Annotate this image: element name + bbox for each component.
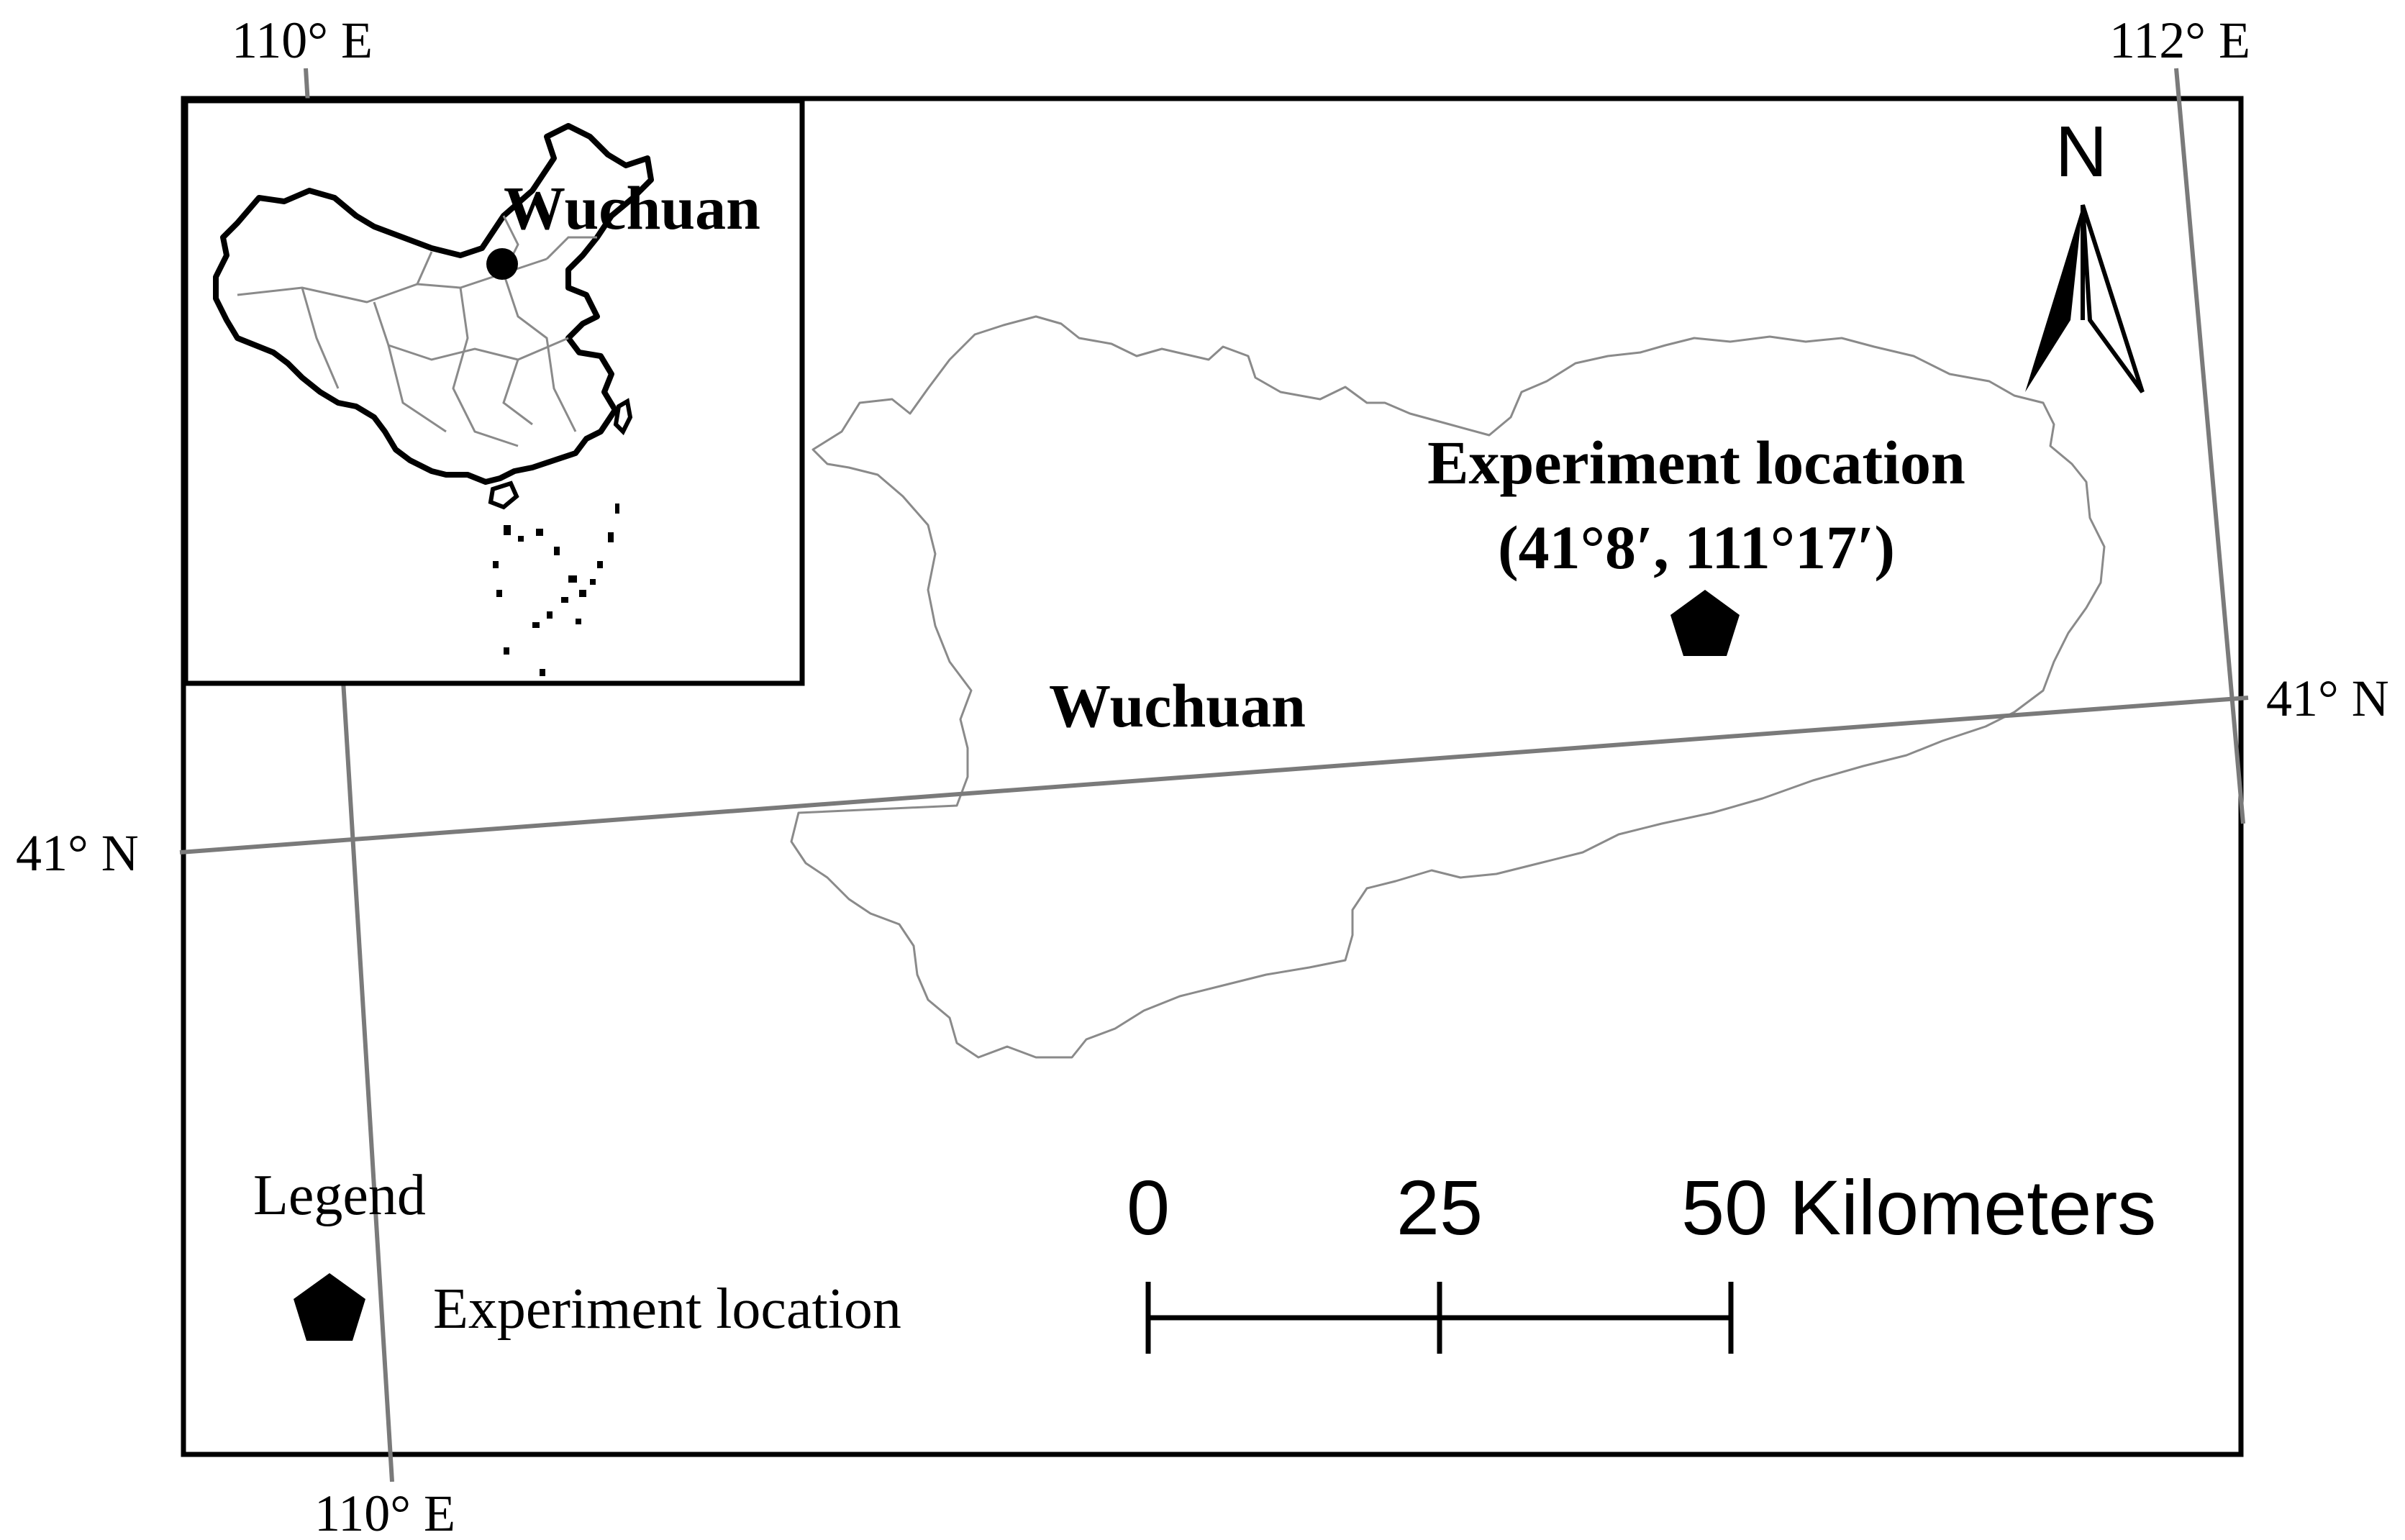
scale-bar: 0 25 50 Kilometers	[1127, 1164, 2156, 1354]
taiwan-island	[613, 398, 633, 436]
hainan-island	[488, 480, 519, 510]
graticule-label-110e-top: 110° E	[232, 12, 373, 69]
graticule-lon-112	[2174, 68, 2245, 824]
legend-symbol-pentagon	[294, 1273, 365, 1341]
north-arrow-left-half	[2025, 205, 2083, 392]
scale-bar-tick-25: 25	[1396, 1164, 1483, 1251]
region-label: Wuchuan	[1049, 671, 1306, 740]
south-china-sea-islands	[493, 504, 619, 676]
graticule-label-41n-left: 41° N	[16, 824, 139, 882]
north-arrow: N	[2025, 111, 2145, 393]
experiment-marker	[1670, 590, 1740, 656]
graticule-label-110e-bottom: 110° E	[314, 1485, 455, 1540]
legend-title: Legend	[253, 1164, 426, 1227]
legend: Legend Experiment location	[253, 1164, 901, 1341]
experiment-title: Experiment location	[1427, 428, 1965, 497]
scale-bar-tick-0: 0	[1127, 1164, 1170, 1251]
china-outline	[213, 123, 654, 485]
legend-item-label: Experiment location	[433, 1277, 901, 1341]
graticule-label-41n-right: 41° N	[2266, 670, 2389, 727]
wuchuan-boundary	[790, 315, 2106, 1059]
inset-wuchuan-dot	[486, 248, 518, 280]
scale-bar-tick-50: 50 Kilometers	[1681, 1164, 2156, 1251]
graticule-lat-41	[179, 696, 2249, 855]
graticule-label-112e-top: 112° E	[2109, 12, 2250, 69]
north-arrow-right-half	[2081, 204, 2145, 393]
inset-map: Wuchuan	[183, 98, 805, 686]
inset-wuchuan-label: Wuchuan	[504, 173, 760, 242]
experiment-coords: (41°8′, 111°17′)	[1498, 513, 1895, 582]
north-arrow-label: N	[2055, 111, 2107, 192]
